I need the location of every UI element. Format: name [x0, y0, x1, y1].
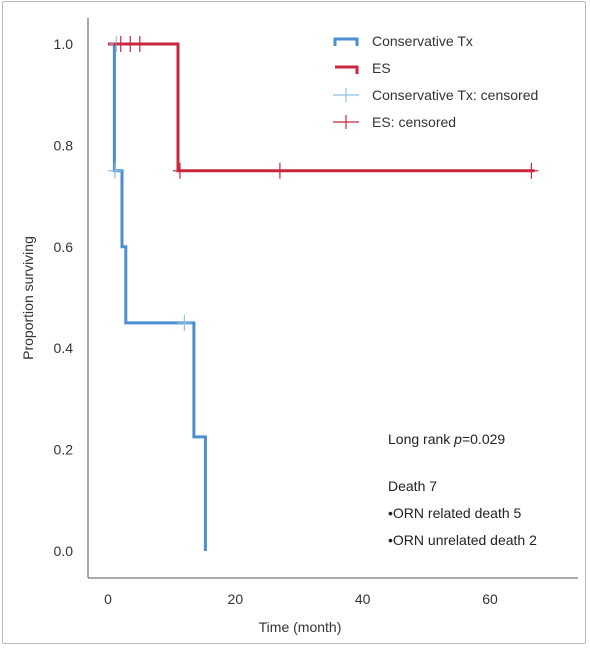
legend-label-es: ES: [372, 60, 391, 76]
legend-censor-mark-es: [333, 115, 359, 129]
y-tick-label: 0.8: [54, 137, 74, 153]
y-tick-label: 0.2: [54, 442, 74, 458]
censor-mark-es: [524, 162, 539, 179]
x-tick-labels: 0 20 40 60: [104, 591, 498, 607]
axes: [87, 18, 578, 579]
legend-censor-mark-conservative: [333, 88, 359, 102]
series-layer: [108, 42, 535, 551]
legend-label-conservative: Conservative Tx: [372, 33, 473, 49]
orn-related-annotation: •ORN related death 5: [388, 505, 522, 521]
censor-mark-conservative: [108, 162, 123, 179]
censor-mark-es: [132, 36, 147, 52]
death-total-annotation: Death 7: [388, 478, 437, 494]
x-tick-label: 40: [355, 591, 371, 607]
x-tick-label: 60: [482, 591, 498, 607]
legend-swatch-conservative: [333, 37, 359, 46]
y-tick-label: 0.0: [54, 543, 74, 559]
legend-label-conservative-censored: Conservative Tx: censored: [372, 87, 538, 103]
series-line-es: [108, 42, 535, 173]
x-tick-label: 0: [104, 591, 112, 607]
x-tick-label: 20: [228, 591, 244, 607]
censor-layer: [108, 36, 539, 331]
censor-mark-es: [172, 162, 187, 179]
y-tick-label: 1.0: [54, 36, 74, 52]
legend-label-es-censored: ES: censored: [372, 114, 456, 130]
censor-mark-conservative: [177, 314, 192, 331]
y-tick-label: 0.6: [54, 239, 74, 255]
series-line-conservative: [112, 44, 207, 551]
x-axis-title: Time (month): [259, 619, 342, 635]
orn-unrelated-annotation: •ORN unrelated death 2: [388, 532, 537, 548]
y-tick-label: 0.4: [54, 340, 74, 356]
logrank-annotation: Long rank p=0.029: [388, 431, 505, 447]
legend: Conservative Tx ES Conservative Tx: cens…: [333, 33, 538, 130]
y-axis-title: Proportion surviving: [20, 236, 36, 360]
censor-mark-es: [272, 162, 287, 179]
legend-swatch-es: [335, 65, 359, 74]
y-tick-labels: 0.0 0.2 0.4 0.6 0.8 1.0: [54, 36, 74, 559]
